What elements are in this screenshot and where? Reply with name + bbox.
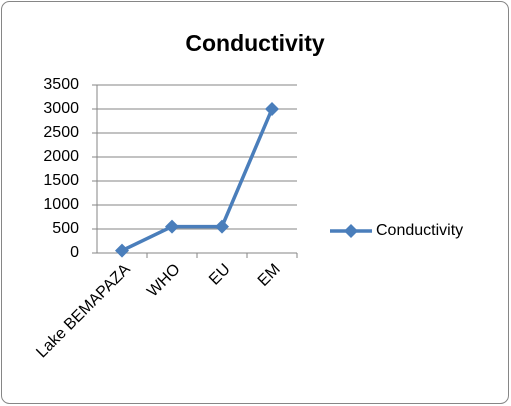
y-tick-label: 2500	[43, 124, 79, 141]
y-tick-label: 500	[52, 220, 79, 237]
chart-title: Conductivity	[185, 30, 324, 56]
point-marker	[215, 219, 229, 234]
y-tick-label: 3000	[43, 100, 79, 117]
legend-marker	[344, 224, 358, 238]
y-tick-label: 1000	[43, 196, 79, 213]
point-marker	[165, 219, 179, 234]
y-tick-label: 1500	[43, 172, 79, 189]
point-marker	[265, 102, 279, 116]
point-marker	[115, 243, 129, 258]
y-tick-label: 2000	[43, 148, 79, 165]
series-line	[121, 108, 274, 253]
y-tick-label: 0	[70, 244, 79, 261]
legend-label: Conductivity	[376, 222, 463, 239]
y-tick-label: 3500	[43, 76, 79, 93]
